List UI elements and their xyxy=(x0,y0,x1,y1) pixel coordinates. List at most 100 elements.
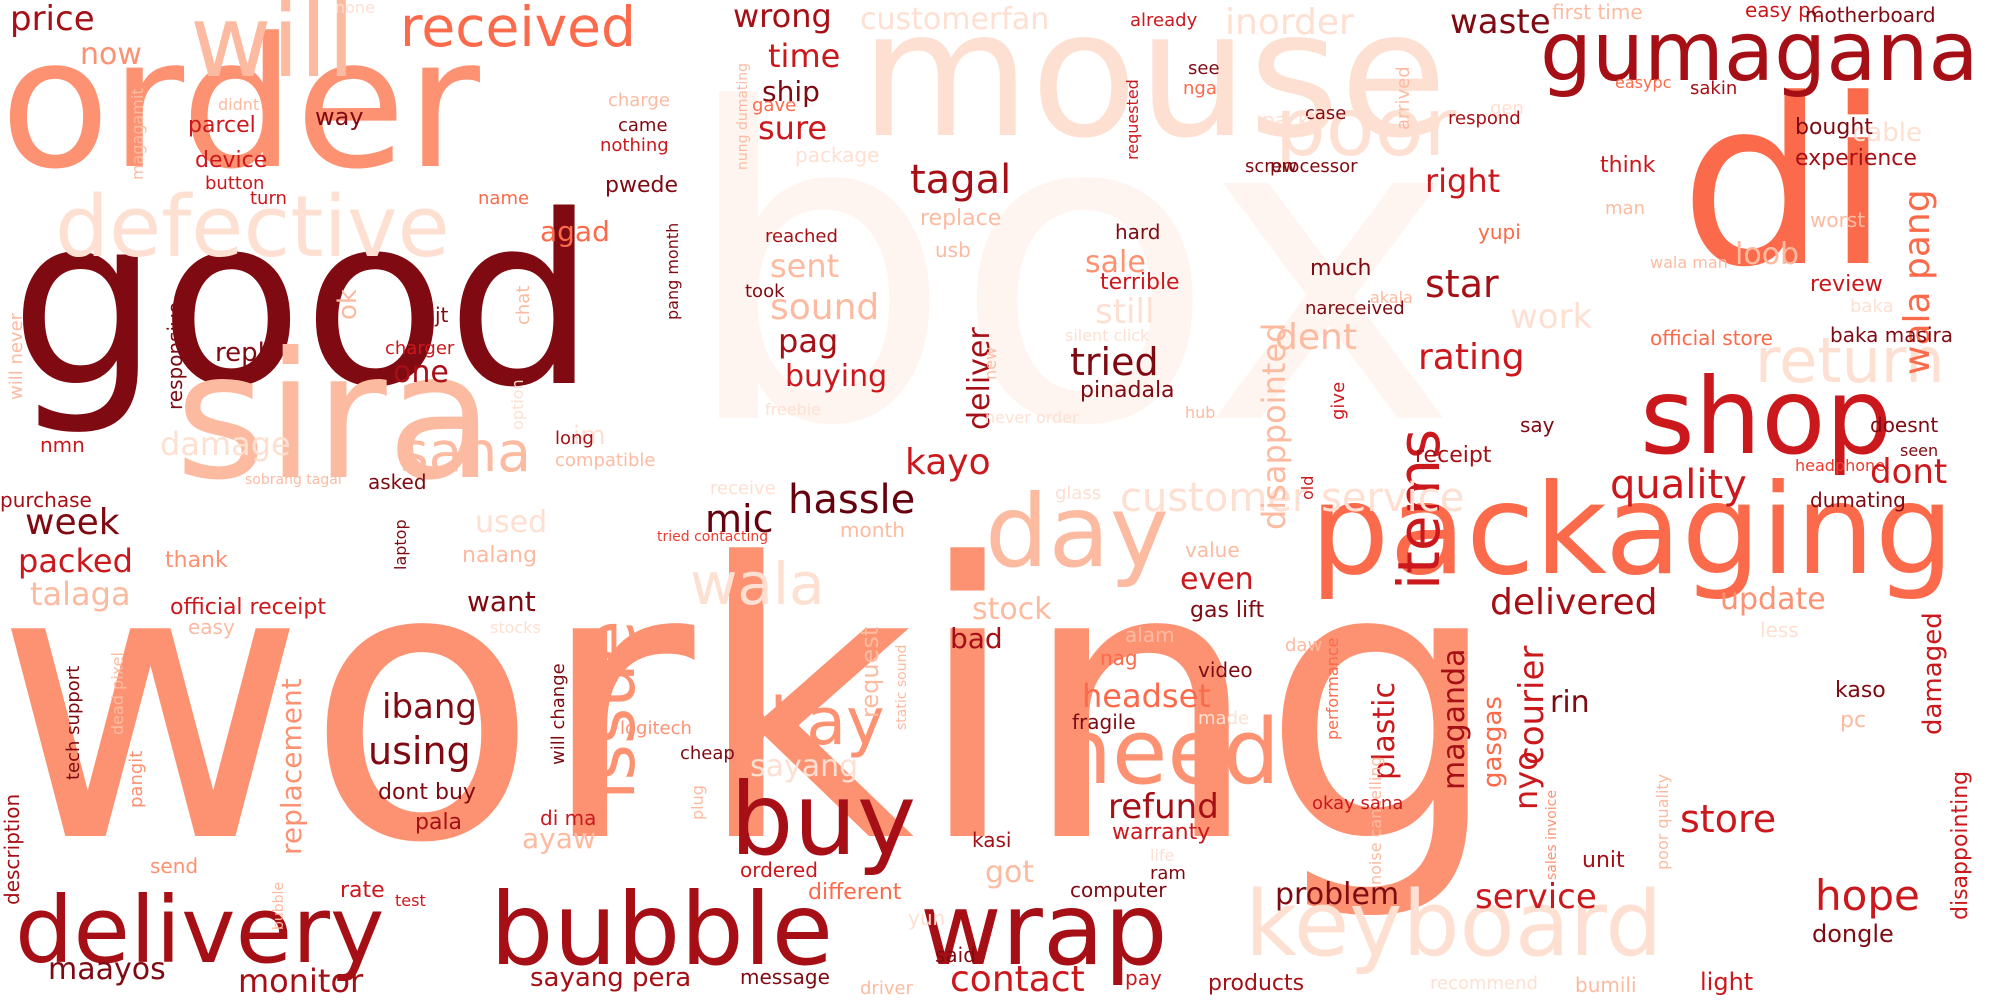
word-compatible: compatible xyxy=(555,450,656,471)
word-dumating: dumating xyxy=(1810,488,1906,512)
word-didnt: didnt xyxy=(218,95,260,114)
word-sira: sira xyxy=(175,316,494,519)
word-ayaw: ayaw xyxy=(522,822,596,855)
word-mouse: mouse xyxy=(860,0,1448,177)
word-rate: rate xyxy=(340,878,385,903)
word-package: package xyxy=(795,143,880,167)
word-good: good xyxy=(10,166,596,439)
word-much: much xyxy=(1310,256,1372,281)
word-wala: wala xyxy=(690,550,825,618)
word-defective: defective xyxy=(55,178,450,277)
word-pack: pack xyxy=(1262,108,1310,132)
word-keyboard: keyboard xyxy=(1245,872,1663,977)
word-device: device xyxy=(195,148,268,173)
word-damaged: damaged xyxy=(1918,612,1948,735)
word-price: price xyxy=(10,0,95,39)
word-hope: hope xyxy=(1815,871,1920,920)
word-order: order xyxy=(0,0,480,209)
word-fragile: fragile xyxy=(1072,710,1136,734)
word-already: already xyxy=(1130,10,1198,31)
word-time: time xyxy=(768,37,841,75)
word-pc: pc xyxy=(1840,708,1867,733)
word-never-order: never order xyxy=(985,408,1079,427)
word-one: one xyxy=(393,355,449,390)
word-receipt: receipt xyxy=(1415,443,1492,468)
word-ship: ship xyxy=(762,75,820,108)
word-pang-month: pang month xyxy=(663,222,682,320)
word-kaso: kaso xyxy=(1835,678,1886,703)
word-turn: turn xyxy=(250,188,287,209)
word-yun: yun xyxy=(908,906,946,930)
word-wrap: wrap xyxy=(920,871,1168,988)
word-nag: nag xyxy=(1100,646,1138,670)
word-kasi: kasi xyxy=(972,828,1012,852)
word-will-never: will never xyxy=(6,312,27,400)
word-disappointing: disappointing xyxy=(1948,770,1973,920)
word-disappointed: disappointed xyxy=(1255,322,1293,530)
word-customerfan: customerfan xyxy=(860,2,1050,37)
word-replacement: replacement xyxy=(275,678,308,855)
word-easy: easy xyxy=(188,615,235,639)
word-service: service xyxy=(1475,877,1597,917)
word-maayos: maayos xyxy=(48,952,166,987)
word-poor-quality: poor quality xyxy=(1653,773,1672,870)
word-gen: gen xyxy=(1490,98,1524,119)
word-dont-buy: dont buy xyxy=(378,780,476,805)
word-jt: jt xyxy=(435,303,449,327)
word-request: request xyxy=(856,626,884,718)
word-refund: refund xyxy=(1108,787,1219,827)
word-baka: baka xyxy=(1850,296,1894,317)
word-buy: buy xyxy=(730,761,917,878)
word-inorder: inorder xyxy=(1225,2,1354,43)
word-different: different xyxy=(808,880,902,905)
word-charger: charger xyxy=(385,338,455,359)
word-terrible: terrible xyxy=(1100,270,1180,295)
word-life: life xyxy=(1150,846,1175,865)
word-yupi: yupi xyxy=(1478,220,1521,244)
word-wala-pang: wala pang xyxy=(1897,189,1938,375)
word-sound: sound xyxy=(770,287,880,328)
word-alam: alam xyxy=(1125,623,1175,647)
word-waste: waste xyxy=(1450,2,1551,42)
word-gas-lift: gas lift xyxy=(1190,598,1265,623)
word-worst: worst xyxy=(1810,208,1866,232)
word-tagal: tagal xyxy=(910,157,1012,203)
word-motherboard: motherboard xyxy=(1805,3,1936,27)
word-took: took xyxy=(745,281,785,302)
word-nmn: nmn xyxy=(40,433,85,457)
word-think: think xyxy=(1600,153,1656,178)
word-daw: daw xyxy=(1285,635,1323,656)
word-bubble-2: bubble xyxy=(271,881,287,930)
word-pala: pala xyxy=(415,810,463,835)
word-ok: ok xyxy=(333,289,363,320)
word-bumili: bumili xyxy=(1575,973,1637,997)
word-send: send xyxy=(150,854,199,878)
word-see: see xyxy=(1188,58,1220,79)
word-hassle: hassle xyxy=(788,477,916,523)
word-bubble: bubble xyxy=(490,871,834,988)
word-wrong: wrong xyxy=(733,0,832,35)
word-tried: tried xyxy=(1070,340,1159,384)
word-freebie: freebie xyxy=(765,400,821,419)
word-sales-invoice: sales invoice xyxy=(1544,790,1560,880)
word-akala: akala xyxy=(1370,288,1413,307)
word-ordered: ordered xyxy=(740,858,818,882)
word-asked: asked xyxy=(368,470,427,494)
word-monitor: monitor xyxy=(238,962,364,1000)
word-seen: seen xyxy=(1900,441,1939,460)
word-say: say xyxy=(1520,413,1555,437)
word-nothing: nothing xyxy=(600,135,669,156)
word-old: old xyxy=(1298,475,1317,500)
word-video: video xyxy=(1198,658,1253,682)
word-okay: okay xyxy=(730,685,885,760)
word-working: working xyxy=(0,483,1503,926)
word-quality: quality xyxy=(1610,462,1747,508)
word-none: none xyxy=(335,0,375,17)
word-bought: bought xyxy=(1795,115,1873,140)
word-receive: receive xyxy=(710,478,776,499)
word-di-ma: di ma xyxy=(540,806,597,830)
word-plug: plug xyxy=(688,785,707,820)
word-poor: poor xyxy=(1275,81,1457,174)
word-shop: shop xyxy=(1640,356,1893,478)
